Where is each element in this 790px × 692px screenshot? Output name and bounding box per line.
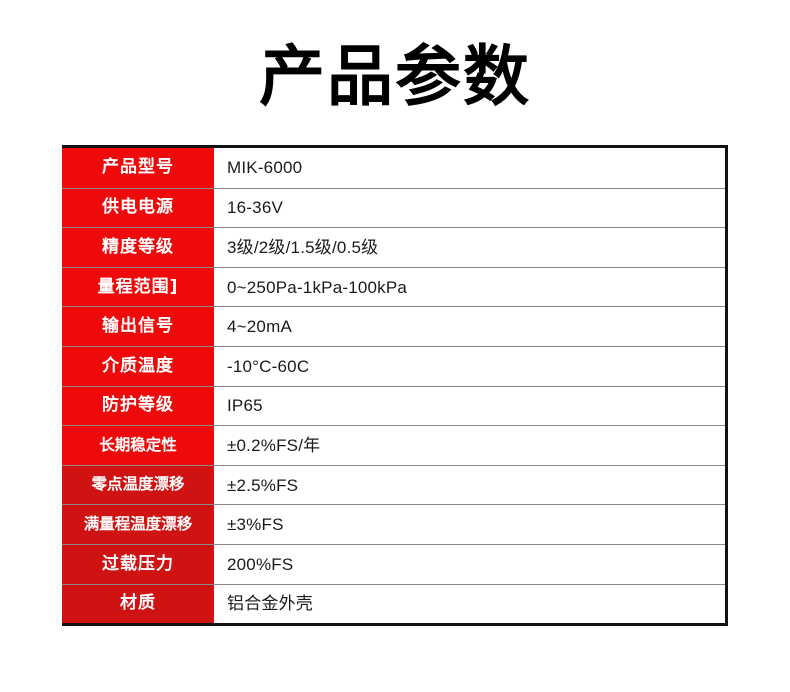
table-row: 介质温度 -10°C-60C: [62, 345, 725, 386]
spec-label: 长期稳定性: [62, 426, 214, 465]
column-gap: [214, 584, 224, 624]
spec-table: 产品型号 MIK-6000 供电电源 16-36V 精度等级 3级/2级/1.5…: [62, 145, 728, 627]
table-row: 量程范围] 0~250Pa-1kPa-100kPa: [62, 266, 725, 307]
table-row: 材质 铝合金外壳: [62, 583, 725, 624]
column-gap: [214, 267, 224, 307]
spec-label: 供电电源: [62, 188, 214, 228]
spec-label: 满量程温度漂移: [62, 505, 214, 544]
table-row: 防护等级 IP65: [62, 385, 725, 426]
column-gap: [214, 426, 224, 465]
table-row: 零点温度漂移 ±2.5%FS: [62, 464, 725, 505]
spec-value: 16-36V: [227, 198, 284, 218]
table-row: 满量程温度漂移 ±3%FS: [62, 504, 725, 544]
column-gap: [214, 148, 224, 188]
spec-value: 铝合金外壳: [227, 594, 313, 614]
table-row: 精度等级 3级/2级/1.5级/0.5级: [62, 227, 725, 267]
spec-label: 零点温度漂移: [62, 465, 214, 505]
spec-label: 过载压力: [62, 544, 214, 584]
column-gap: [214, 228, 224, 267]
spec-value: 3级/2级/1.5级/0.5级: [227, 237, 379, 257]
spec-value: ±2.5%FS: [227, 475, 299, 495]
spec-value: ±0.2%FS/年: [227, 435, 321, 455]
spec-label: 防护等级: [62, 386, 214, 426]
column-gap: [214, 505, 224, 544]
column-gap: [214, 544, 224, 584]
column-gap: [214, 386, 224, 426]
spec-value: MIK-6000: [227, 158, 303, 178]
spec-value: 0~250Pa-1kPa-100kPa: [227, 277, 408, 297]
spec-value: 4~20mA: [227, 317, 292, 337]
spec-label: 输出信号: [62, 307, 214, 346]
spec-label: 量程范围]: [62, 267, 214, 307]
column-gap: [214, 346, 224, 386]
column-gap: [214, 188, 224, 228]
table-row: 长期稳定性 ±0.2%FS/年: [62, 425, 725, 465]
spec-value: ±3%FS: [227, 515, 284, 535]
spec-label: 精度等级: [62, 228, 214, 267]
column-gap: [214, 307, 224, 346]
column-gap: [214, 465, 224, 505]
spec-label: 产品型号: [62, 148, 214, 188]
page-title: 产品参数: [259, 38, 531, 115]
spec-label: 材质: [62, 584, 214, 624]
spec-value: 200%FS: [227, 554, 294, 574]
spec-label: 介质温度: [62, 346, 214, 386]
table-row: 过载压力 200%FS: [62, 543, 725, 584]
spec-value: -10°C-60C: [227, 356, 310, 376]
table-row: 产品型号 MIK-6000: [62, 148, 725, 188]
table-row: 供电电源 16-36V: [62, 187, 725, 228]
spec-value: IP65: [227, 396, 263, 416]
table-row: 输出信号 4~20mA: [62, 306, 725, 346]
